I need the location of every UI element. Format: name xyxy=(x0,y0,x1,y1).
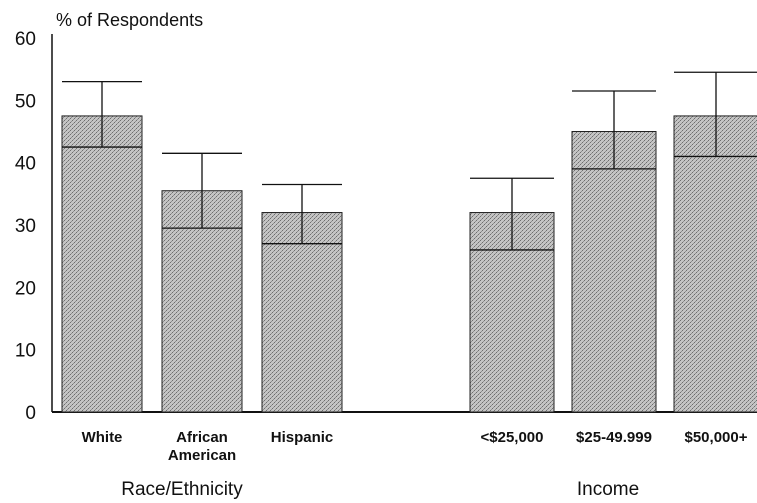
y-tick-labels: 0 10 20 30 40 50 60 xyxy=(15,29,36,424)
y-tick-label: 20 xyxy=(15,278,36,299)
category-label: American xyxy=(168,447,236,464)
y-tick-label: 50 xyxy=(15,91,36,112)
category-label: $50,000+ xyxy=(685,429,748,446)
category-label: African xyxy=(176,429,228,446)
y-tick-label: 0 xyxy=(25,403,36,424)
bar xyxy=(571,131,657,413)
bars xyxy=(61,115,757,413)
error-bars xyxy=(62,71,757,251)
bar xyxy=(61,115,143,413)
category-label: <$25,000 xyxy=(481,429,544,446)
y-tick-label: 60 xyxy=(15,29,36,50)
group-label: Income xyxy=(577,479,639,500)
group-labels: Race/Ethnicity Income xyxy=(121,479,639,500)
y-tick-label: 30 xyxy=(15,216,36,237)
category-label: $25-49.999 xyxy=(576,429,652,446)
y-tick-label: 40 xyxy=(15,154,36,175)
group-label: Race/Ethnicity xyxy=(121,479,243,500)
y-axis-label: % of Respondents xyxy=(56,10,203,30)
category-label: White xyxy=(82,429,123,446)
bar xyxy=(673,115,757,413)
y-tick-label: 10 xyxy=(15,341,36,362)
category-label: Hispanic xyxy=(271,429,334,446)
